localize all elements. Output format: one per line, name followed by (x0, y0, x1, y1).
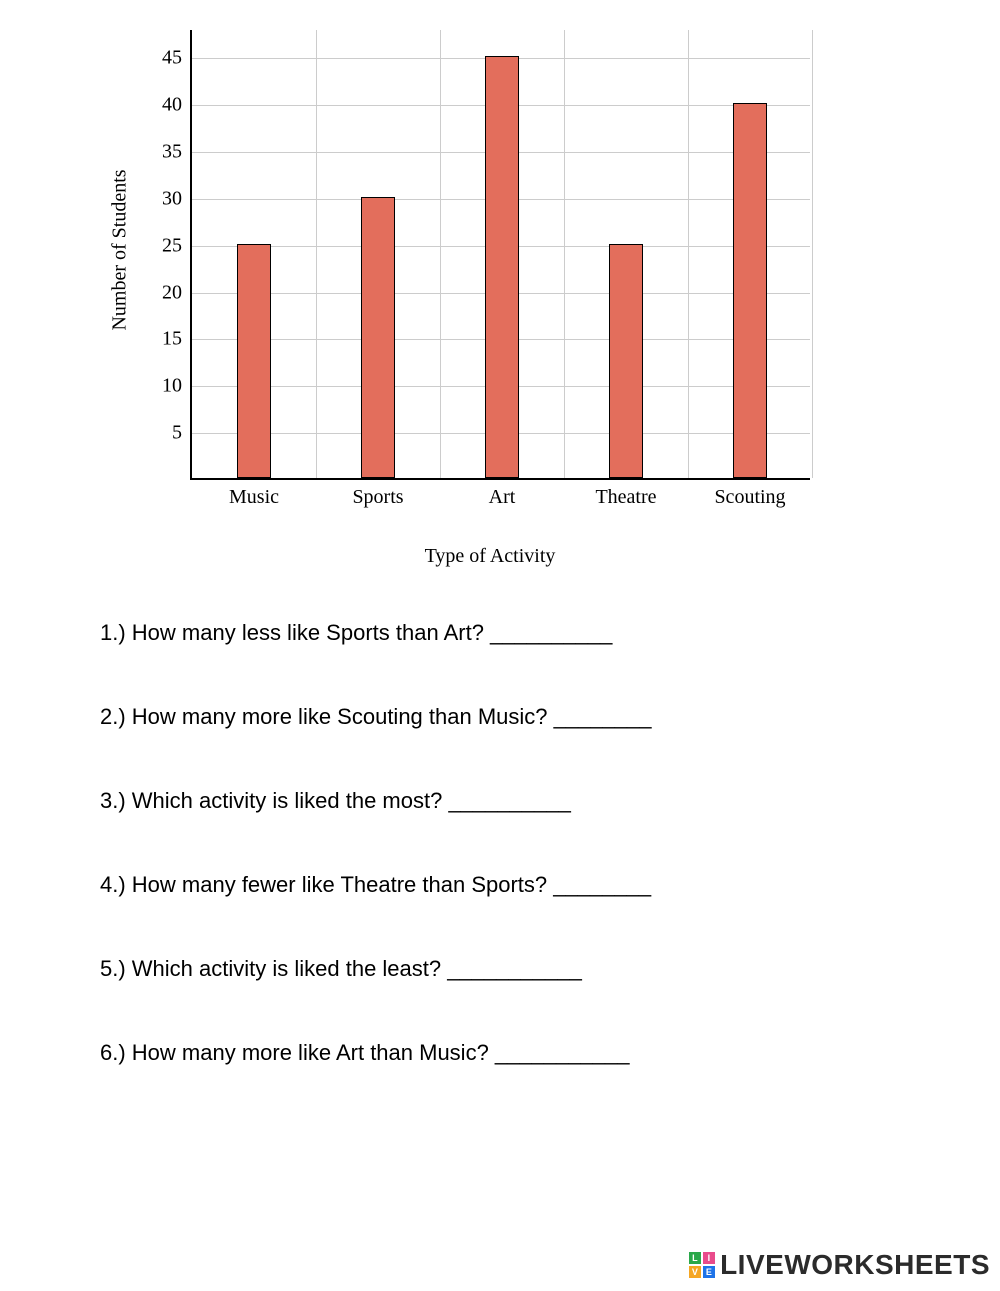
ytick-label: 5 (172, 422, 192, 445)
xtick-label: Music (229, 478, 279, 509)
ytick-label: 45 (162, 47, 192, 70)
chart-plot: 51015202530354045MusicSportsArtTheatreSc… (190, 30, 810, 480)
y-axis-label: Number of Students (109, 169, 132, 330)
wm-square-bl: V (689, 1266, 701, 1278)
question-2: 2.) How many more like Scouting than Mus… (100, 704, 900, 730)
gridline-v (316, 30, 317, 478)
ytick-label: 30 (162, 187, 192, 210)
bar-theatre (609, 244, 644, 478)
question-4: 4.) How many fewer like Theatre than Spo… (100, 872, 900, 898)
watermark-text: LIVEWORKSHEETS (720, 1249, 990, 1281)
xtick-label: Scouting (714, 478, 785, 509)
bar-sports (361, 197, 396, 478)
watermark-icon: L I V E (688, 1251, 716, 1279)
ytick-label: 25 (162, 234, 192, 257)
gridline-v (440, 30, 441, 478)
xtick-label: Sports (352, 478, 403, 509)
ytick-label: 35 (162, 140, 192, 163)
question-5: 5.) Which activity is liked the least? _… (100, 956, 900, 982)
question-3: 3.) Which activity is liked the most? __… (100, 788, 900, 814)
bar-scouting (733, 103, 768, 478)
x-axis-label: Type of Activity (425, 545, 556, 568)
gridline-v (564, 30, 565, 478)
ytick-label: 15 (162, 328, 192, 351)
bar-art (485, 56, 520, 478)
bar-music (237, 244, 272, 478)
chart-area: Number of Students 51015202530354045Musi… (120, 20, 860, 580)
gridline-v (688, 30, 689, 478)
question-1: 1.) How many less like Sports than Art? … (100, 620, 900, 646)
question-6: 6.) How many more like Art than Music? _… (100, 1040, 900, 1066)
wm-square-tl: L (689, 1252, 701, 1264)
wm-square-tr: I (703, 1252, 715, 1264)
xtick-label: Art (489, 478, 516, 509)
gridline-v (812, 30, 813, 478)
wm-square-br: E (703, 1266, 715, 1278)
questions-list: 1.) How many less like Sports than Art? … (100, 620, 900, 1124)
ytick-label: 20 (162, 281, 192, 304)
ytick-label: 40 (162, 94, 192, 117)
xtick-label: Theatre (595, 478, 656, 509)
watermark: L I V E LIVEWORKSHEETS (688, 1249, 990, 1281)
ytick-label: 10 (162, 375, 192, 398)
